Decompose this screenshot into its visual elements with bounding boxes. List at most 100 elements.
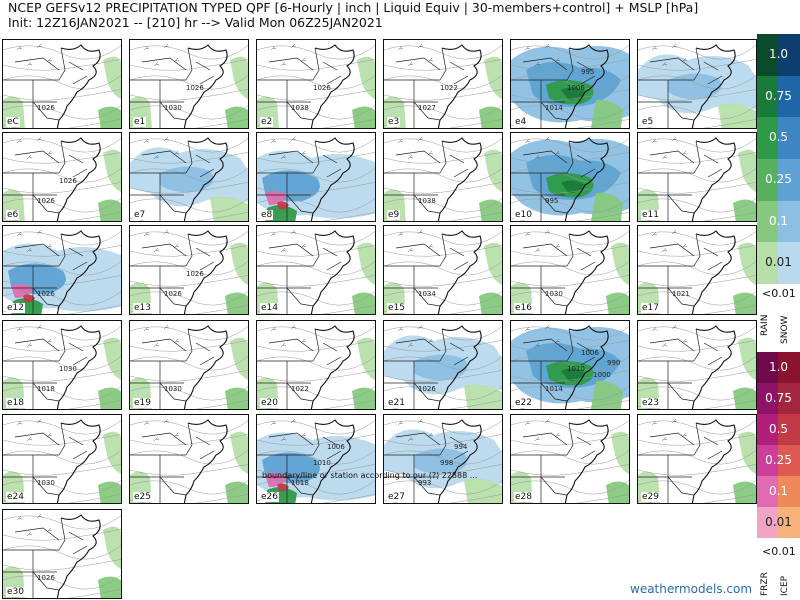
isobar-line [130, 326, 248, 341]
pressure-label: 1026 [313, 84, 331, 92]
wind-barb [26, 61, 33, 67]
wind-barb [681, 150, 688, 156]
coastline [183, 230, 228, 314]
state-border [522, 432, 568, 446]
isobar-line [384, 356, 502, 371]
precip-area [225, 106, 248, 128]
wind-barb [300, 150, 307, 156]
panel-map-e25 [130, 418, 248, 503]
wind-barb [681, 243, 688, 249]
isobar-line [511, 370, 629, 382]
pressure-label: 1030 [164, 385, 182, 393]
ensemble-panel-e30: 1026 e30 [2, 509, 122, 599]
state-border [649, 57, 695, 71]
wind-barb [36, 324, 43, 330]
rain-snow-left-swatch [757, 159, 778, 201]
wind-barb [651, 326, 658, 332]
isobar-line [3, 370, 121, 382]
state-border [72, 261, 88, 271]
wind-barb [163, 43, 170, 49]
wind-barb [26, 436, 33, 442]
state-border [580, 356, 596, 366]
wind-barb [671, 43, 678, 49]
panel-map-e18: 1018 1030 [3, 324, 121, 409]
state-border [58, 233, 66, 267]
isobar-line [3, 480, 121, 495]
wind-barb [26, 342, 33, 348]
frzr-icep-value-label: 0.1 [768, 483, 789, 498]
isobar-line [638, 261, 756, 276]
state-border [413, 476, 441, 496]
rain-snow-below-label: <0.01 [762, 287, 796, 300]
rain-snow-right-swatch [778, 75, 800, 118]
wind-barb [280, 61, 287, 67]
state-border [395, 150, 441, 164]
state-border [707, 450, 723, 460]
panel-map-e19: 1030 [130, 324, 248, 409]
isobar-line [638, 356, 756, 371]
wind-barb [554, 432, 561, 438]
coastline [564, 137, 609, 221]
ensemble-panel-e20: 1022 e20 [256, 320, 376, 410]
coastline [56, 325, 101, 409]
wind-barb [280, 436, 287, 442]
precip-area [479, 199, 502, 221]
state-border [159, 194, 187, 214]
rain-snow-right-swatch [778, 117, 800, 159]
coastline [691, 137, 736, 221]
precip-area [668, 73, 722, 100]
icep-label: ICEP [780, 575, 790, 596]
panel-label: e2 [260, 117, 274, 127]
precip-area [611, 242, 629, 286]
precip-area [357, 56, 375, 100]
state-border [185, 422, 193, 456]
isobar-line [130, 434, 248, 446]
state-border [649, 243, 695, 257]
wind-barb [46, 527, 53, 533]
isobar-line [384, 212, 502, 221]
isobar-line [511, 356, 629, 371]
precip-area [738, 337, 756, 381]
rain-snow-value-label: 1.0 [768, 46, 789, 61]
pressure-label: 993 [418, 479, 431, 487]
state-border [268, 243, 314, 257]
wind-barb [143, 326, 150, 332]
ensemble-panel-grid: 1026 eC 1030 1026 e1 1038 1026 e2 1027 1022 e3 1014… [0, 34, 760, 600]
isobar-line [130, 212, 248, 221]
panel-label: e13 [133, 303, 152, 313]
isobar-line [638, 291, 756, 306]
wind-barb [544, 136, 551, 142]
isobar-line [257, 182, 375, 194]
pressure-label: 1038 [291, 104, 309, 112]
panel-map-e23 [638, 324, 756, 409]
isobar-line [257, 480, 375, 495]
state-border [540, 476, 568, 496]
isobar-line [3, 75, 121, 90]
state-border [413, 287, 441, 307]
coastline [437, 137, 482, 221]
state-border [326, 168, 342, 178]
precip-area [352, 387, 375, 409]
isobar-line [257, 434, 375, 446]
precip-area [225, 292, 248, 314]
frzr-icep-value-label: 0.25 [765, 452, 792, 467]
isobar-line [3, 119, 121, 128]
state-border [312, 422, 320, 456]
state-border [566, 140, 574, 174]
state-border [453, 75, 469, 85]
isobar-line [511, 152, 629, 164]
isobar-line [511, 138, 629, 153]
coastline [56, 44, 101, 128]
state-border [72, 356, 88, 366]
state-border [32, 476, 60, 496]
wind-barb [290, 136, 297, 142]
wind-barb [16, 420, 23, 426]
isobar-line [257, 291, 375, 306]
state-border [395, 57, 441, 71]
pressure-label: 1026 [186, 270, 204, 278]
precip-area [160, 166, 214, 193]
wind-barb [397, 231, 404, 237]
precip-area [484, 242, 502, 286]
state-border [439, 328, 447, 362]
